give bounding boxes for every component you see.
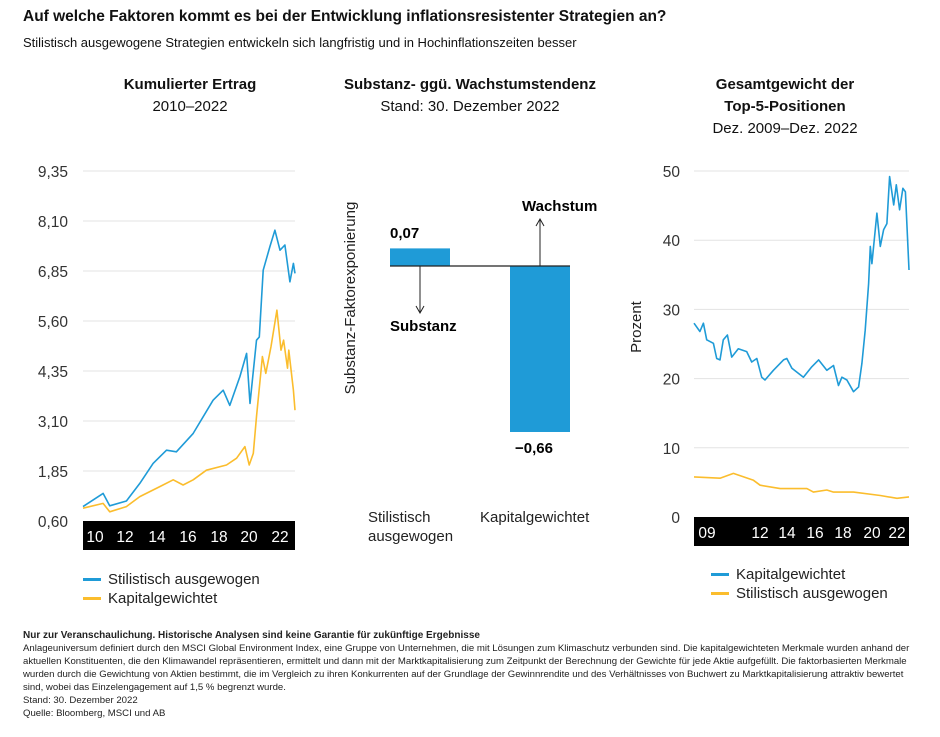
bar-balanced <box>390 248 450 266</box>
right-chart-title-line2: Top-5-Positionen <box>724 98 846 115</box>
y-tick-label: 5,60 <box>38 314 69 331</box>
left-chart-title: Kumulierter Ertrag <box>123 76 257 93</box>
legend-swatch-yellow <box>711 592 729 595</box>
x-tick-label: 18 <box>210 529 227 546</box>
y-axis-label: Prozent <box>628 300 645 353</box>
x-tick-label: 10 <box>86 529 104 546</box>
x-tick-label: 18 <box>834 525 851 542</box>
y-tick-label: 1,85 <box>38 464 68 481</box>
legend-item-balanced: Stilistisch ausgewogen <box>711 585 888 602</box>
middle-bar-chart: 0,07 −0,66 Substanz Wachstum Substanz-Faktor… <box>342 198 597 545</box>
right-chart-subtitle: Dez. 2009–Dez. 2022 <box>712 120 858 137</box>
x-tick-label: 22 <box>271 529 288 546</box>
x-tick-label: 16 <box>179 529 196 546</box>
series-line-kapitalgewichtet <box>82 309 296 513</box>
left-line-chart: 0,60 1,85 3,10 4,35 5,60 6,85 8,10 9,35 10 12 14 16… <box>38 164 296 550</box>
y-tick-label: 8,10 <box>38 214 69 231</box>
x-tick-label: 12 <box>116 529 133 546</box>
up-arrow-icon <box>535 217 545 227</box>
annotation-wachstum: Wachstum <box>522 198 597 215</box>
footnote-date: Stand: 30. Dezember 2022 <box>23 695 138 706</box>
legend-label: Stilistisch ausgewogen <box>736 585 888 602</box>
footnote-heading: Nur zur Veranschaulichung. Historische A… <box>23 630 480 641</box>
y-tick-label: 4,35 <box>38 364 68 381</box>
page-subtitle: Stilistisch ausgewogene Strategien entwi… <box>23 35 577 50</box>
right-line-chart: 0 10 20 30 40 50 09 12 14 16 18 20 22 Prozent <box>628 164 910 546</box>
y-tick-label: 10 <box>663 441 681 458</box>
data-label: −0,66 <box>515 440 553 457</box>
right-chart-title-line1: Gesamtgewicht der <box>715 76 855 93</box>
middle-chart-title: Substanz- ggü. Wachstumstendenz <box>344 76 596 93</box>
category-label: Stilistisch <box>368 509 431 526</box>
bar-capweighted <box>510 266 570 432</box>
x-tick-label: 14 <box>778 525 796 542</box>
middle-chart-subtitle: Stand: 30. Dezember 2022 <box>380 98 560 115</box>
x-tick-label: 20 <box>240 529 258 546</box>
legend-item-capweighted: Kapitalgewichtet <box>83 590 217 607</box>
series-line-stilistisch-ausgewogen <box>82 229 296 508</box>
series-line-kapitalgewichtet <box>693 175 910 393</box>
down-arrow-icon <box>415 305 425 315</box>
x-tick-label: 14 <box>148 529 166 546</box>
footnote-body: Anlageuniversum definiert durch den MSCI… <box>23 643 910 693</box>
y-tick-label: 50 <box>663 164 681 181</box>
x-axis-bar <box>83 521 295 550</box>
category-label: ausgewogen <box>368 528 453 545</box>
category-label: Kapitalgewichtet <box>480 509 590 526</box>
y-tick-label: 40 <box>663 233 681 250</box>
legend-label: Stilistisch ausgewogen <box>108 571 260 588</box>
y-tick-label: 20 <box>663 372 681 389</box>
x-tick-label: 09 <box>698 525 715 542</box>
y-axis-label: Substanz-Faktorexponierung <box>342 202 359 395</box>
y-tick-label: 3,10 <box>38 414 69 431</box>
legend-item-balanced: Stilistisch ausgewogen <box>83 571 260 588</box>
legend-swatch-yellow <box>83 597 101 600</box>
y-tick-label: 6,85 <box>38 264 68 281</box>
data-label: 0,07 <box>390 225 419 242</box>
legend-swatch-blue <box>711 573 729 576</box>
legend-label: Kapitalgewichtet <box>108 590 218 607</box>
footnote: Nur zur Veranschaulichung. Historische A… <box>23 629 923 720</box>
annotation-substanz: Substanz <box>390 318 457 335</box>
x-tick-label: 22 <box>888 525 905 542</box>
left-chart-subtitle: 2010–2022 <box>152 98 228 115</box>
y-tick-label: 0,60 <box>38 514 69 531</box>
y-tick-label: 30 <box>663 302 681 319</box>
y-tick-label: 0 <box>671 510 680 527</box>
legend-item-capweighted: Kapitalgewichtet <box>711 566 845 583</box>
series-line-stilistisch-ausgewogen <box>693 472 910 500</box>
y-tick-label: 9,35 <box>38 164 68 181</box>
x-tick-label: 16 <box>806 525 823 542</box>
x-axis-bar <box>694 517 909 546</box>
legend-label: Kapitalgewichtet <box>736 566 846 583</box>
page-title: Auf welche Faktoren kommt es bei der Ent… <box>23 8 667 25</box>
x-tick-label: 12 <box>751 525 768 542</box>
x-tick-label: 20 <box>863 525 881 542</box>
footnote-source: Quelle: Bloomberg, MSCI und AB <box>23 708 166 719</box>
legend-swatch-blue <box>83 578 101 581</box>
